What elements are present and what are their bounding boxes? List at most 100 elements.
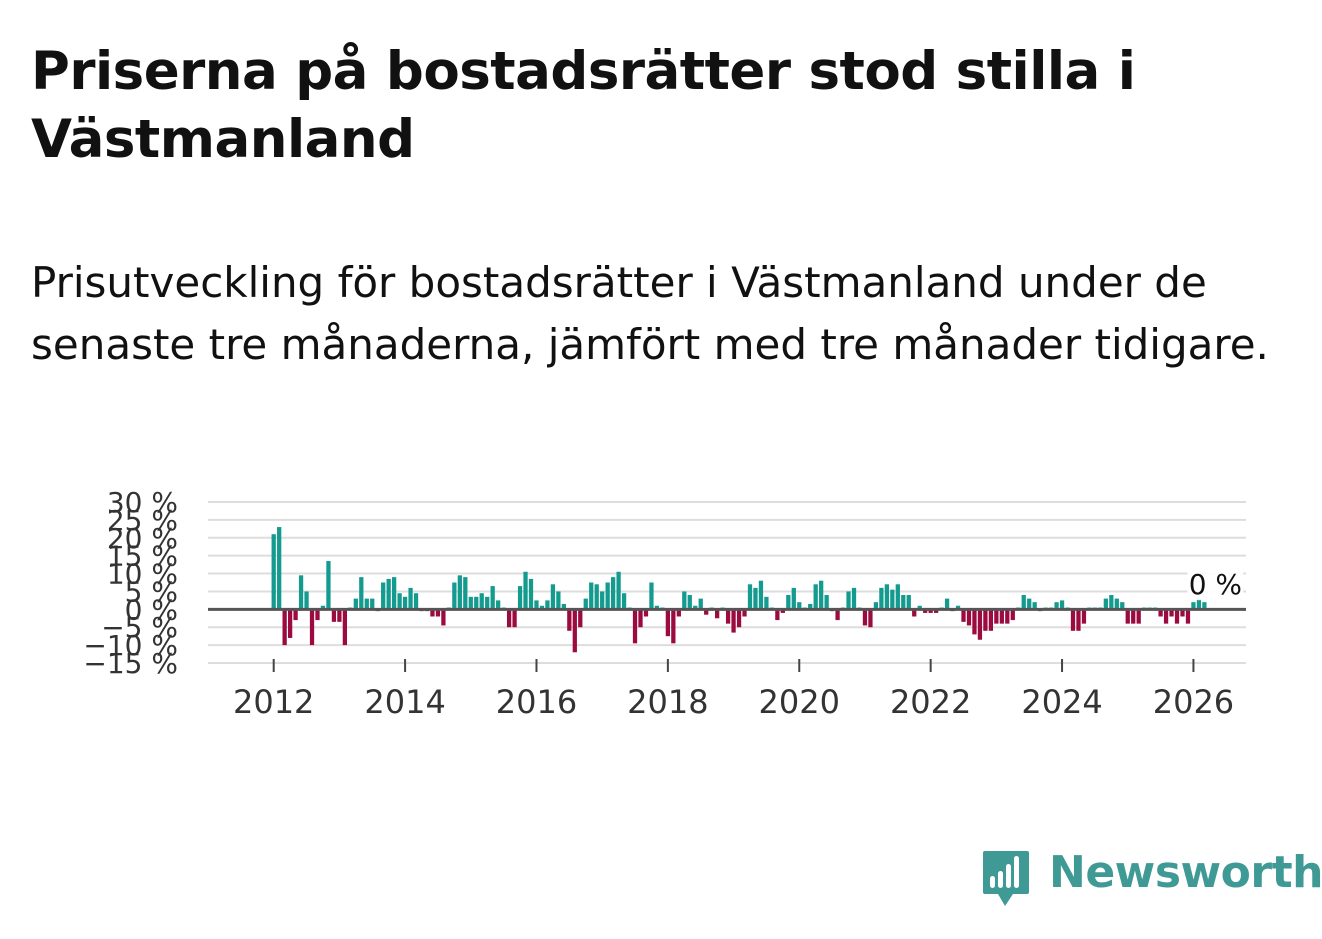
bar — [359, 577, 364, 610]
bar — [1103, 598, 1108, 610]
y-tick-label: 10 % — [107, 558, 178, 591]
bar — [819, 580, 824, 610]
bar — [496, 600, 501, 610]
y-axis-labels: 30 %25 %20 %15 %10 %5 %0 %−5 %−10 %−15 % — [83, 486, 178, 680]
y-tick-label: 15 % — [107, 540, 178, 573]
bar — [1196, 598, 1202, 610]
bar — [632, 609, 638, 644]
bar — [408, 587, 413, 610]
bar — [342, 609, 348, 646]
y-tick-label: 25 % — [107, 504, 178, 537]
bar — [315, 609, 320, 621]
y-tick-label: −5 % — [101, 611, 178, 644]
bar — [955, 605, 961, 610]
bar — [731, 609, 736, 633]
bar — [1059, 600, 1065, 610]
bar — [392, 577, 397, 610]
bar — [561, 603, 566, 610]
bar — [715, 609, 720, 619]
bar — [895, 584, 900, 610]
bar — [287, 609, 293, 638]
gridlines — [208, 501, 1246, 664]
y-tick-label: 0 % — [125, 593, 178, 626]
bar — [780, 609, 785, 613]
y-tick-label: −15 % — [83, 647, 178, 680]
bar — [282, 609, 287, 646]
bar — [1032, 602, 1037, 610]
bar — [1202, 602, 1207, 610]
y-tick-label: 5 % — [125, 575, 178, 608]
bar — [665, 609, 671, 637]
x-tick-label: 2014 — [364, 683, 445, 721]
bar — [994, 609, 999, 624]
bar — [725, 609, 731, 624]
bar — [1131, 609, 1136, 624]
bar — [917, 605, 922, 610]
bar — [923, 609, 928, 613]
bar — [457, 575, 462, 610]
bar — [485, 596, 490, 610]
bar — [1005, 609, 1010, 624]
bar — [474, 596, 479, 610]
bar — [413, 593, 419, 610]
bar — [649, 582, 654, 610]
y-tick-label: 30 % — [107, 486, 178, 519]
bar — [808, 603, 813, 610]
bar — [309, 609, 315, 646]
bar — [578, 609, 583, 628]
bar — [364, 598, 369, 610]
bar — [846, 591, 851, 610]
bar — [1054, 602, 1059, 610]
bar — [933, 609, 939, 613]
bar — [271, 534, 276, 610]
bar — [397, 593, 402, 610]
bar — [589, 582, 594, 610]
bar — [320, 605, 326, 610]
bar — [775, 609, 780, 621]
bar — [638, 609, 643, 628]
x-tick-label: 2018 — [627, 683, 708, 721]
bar — [1120, 602, 1125, 610]
bar — [873, 602, 879, 610]
bars — [271, 527, 1207, 653]
bar — [736, 609, 742, 628]
bar — [441, 609, 446, 626]
bar — [567, 609, 572, 631]
bar — [1109, 595, 1114, 610]
x-tick-label: 2016 — [496, 683, 577, 721]
bar — [835, 609, 840, 621]
last-value-label-bg — [1187, 566, 1244, 601]
x-tick-label: 2020 — [759, 683, 840, 721]
bar — [1125, 609, 1130, 624]
bar — [862, 609, 868, 626]
bar — [1185, 609, 1191, 624]
bar — [277, 527, 282, 610]
bar — [928, 609, 933, 613]
bar — [452, 582, 457, 610]
bar — [1169, 609, 1174, 617]
bar — [1136, 609, 1141, 624]
bar — [386, 578, 391, 610]
bar — [600, 591, 605, 610]
chart-title: Priserna på bostadsrätter stod stilla i … — [31, 41, 1136, 170]
x-tick-label: 2022 — [890, 683, 971, 721]
bar — [1158, 609, 1163, 617]
bar — [824, 595, 829, 610]
bar — [901, 595, 906, 610]
bar — [402, 596, 408, 610]
last-value-label: 0 % — [1189, 568, 1242, 601]
bar — [1114, 598, 1119, 610]
bar — [813, 584, 818, 610]
bar — [906, 595, 911, 610]
bar — [1174, 609, 1180, 624]
bar — [430, 609, 435, 617]
bar — [654, 605, 660, 610]
bar — [791, 587, 796, 610]
bar — [786, 595, 791, 610]
brand-name: Newsworthy — [1049, 847, 1322, 898]
bar — [977, 609, 983, 640]
x-tick-label: 2012 — [233, 683, 314, 721]
bar — [594, 584, 599, 610]
bar — [1081, 609, 1087, 624]
bar — [961, 609, 966, 622]
